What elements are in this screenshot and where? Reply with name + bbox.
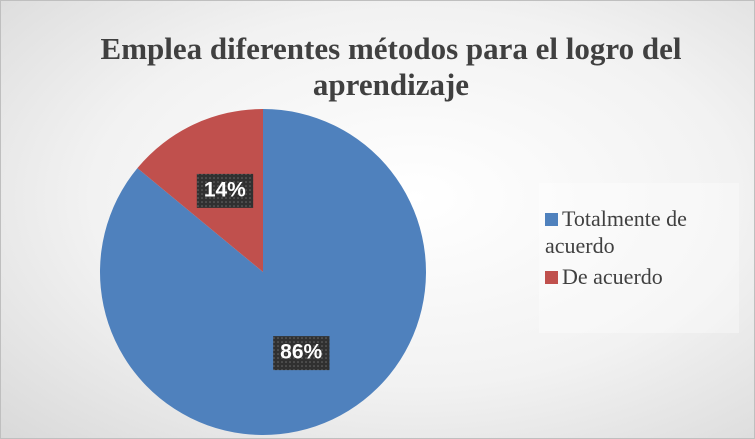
legend: Totalmente de acuerdo De acuerdo [539,183,739,333]
data-label-box [273,336,330,371]
data-label: 14% [204,178,246,201]
pie-slice [99,109,426,435]
legend-label: De acuerdo [562,264,663,289]
legend-swatch [545,213,558,226]
legend-item: Totalmente de acuerdo [545,205,735,259]
legend-label: Totalmente de acuerdo [545,206,687,258]
legend-item: De acuerdo [545,263,735,290]
data-label-box [196,173,254,208]
data-label-group: 86% [273,336,330,371]
legend-swatch [545,271,558,284]
data-label-group: 14% [196,173,254,208]
data-label: 86% [280,341,322,364]
chart-title: Emplea diferentes métodos para el logro … [100,31,682,102]
